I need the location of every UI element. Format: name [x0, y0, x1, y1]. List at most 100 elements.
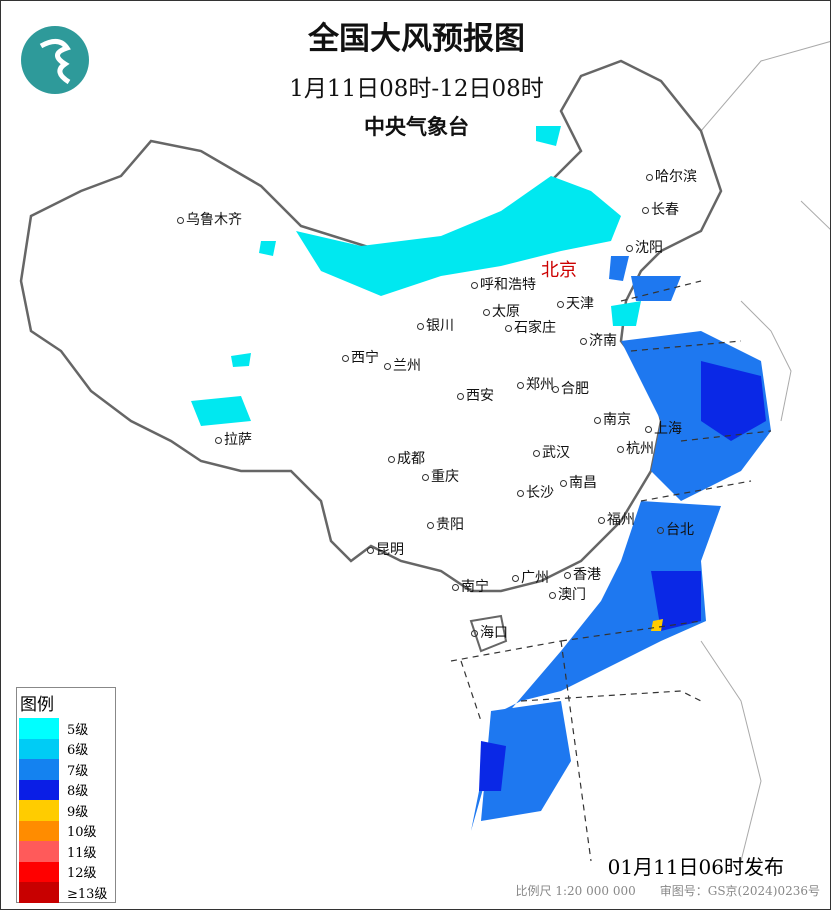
- legend-item: 6级: [17, 738, 115, 759]
- city-marker-icon: [215, 436, 222, 444]
- cma-logo: [21, 26, 89, 94]
- legend-label: 5级: [67, 722, 89, 738]
- legend-swatch: [19, 861, 59, 882]
- city-name: 杭州: [626, 441, 654, 457]
- legend-label: 11级: [67, 845, 97, 861]
- city-marker-icon: [549, 591, 556, 599]
- city-label: 台北: [657, 519, 694, 539]
- city-label: 南宁: [452, 576, 489, 596]
- city-label: 兰州: [384, 355, 421, 375]
- map-scale: 比例尺 1:20 000 000: [515, 884, 636, 898]
- city-label: 沈阳: [626, 237, 663, 257]
- city-label: 乌鲁木齐: [177, 209, 242, 229]
- legend-swatch: [19, 759, 59, 780]
- city-label: 南昌: [560, 472, 597, 492]
- city-marker-icon: [598, 516, 605, 524]
- city-label: 哈尔滨: [646, 166, 697, 186]
- city-label: 贵阳: [427, 514, 464, 534]
- city-marker-icon: [533, 449, 540, 457]
- legend-item: ≥13级: [17, 882, 115, 903]
- city-name: 呼和浩特: [480, 277, 536, 293]
- legend-swatch: [19, 779, 59, 800]
- city-label: 太原: [483, 301, 520, 321]
- city-name: 南宁: [461, 579, 489, 595]
- city-marker-icon: [177, 216, 184, 224]
- city-name: 台北: [666, 522, 694, 538]
- legend-swatch: [19, 882, 59, 903]
- legend-item: 5级: [17, 718, 115, 739]
- legend-item: 8级: [17, 779, 115, 800]
- city-name: 长沙: [526, 485, 554, 501]
- legend-swatch: [19, 841, 59, 862]
- city-name: 合肥: [561, 381, 589, 397]
- city-label: 西安: [457, 385, 494, 405]
- city-label: 上海: [645, 418, 682, 438]
- city-marker-icon: [512, 574, 519, 582]
- city-marker-icon: [646, 173, 653, 181]
- city-name: 哈尔滨: [655, 169, 697, 185]
- legend-swatch: [19, 738, 59, 759]
- city-name: 西安: [466, 388, 494, 404]
- city-label: 武汉: [533, 442, 570, 462]
- city-capital: 北京: [541, 260, 577, 281]
- city-marker-icon: [422, 473, 429, 481]
- legend-label: 7级: [67, 763, 89, 779]
- city-name: 西宁: [351, 350, 379, 366]
- legend-label: 12级: [67, 866, 97, 882]
- city-marker-icon: [471, 629, 478, 637]
- neighbor-coastlines: [700, 41, 830, 862]
- city-marker-icon: [457, 392, 464, 400]
- city-label: 南京: [594, 409, 631, 429]
- city-marker-icon: [645, 425, 652, 433]
- city-name: 海口: [480, 625, 508, 641]
- sea-area-boundaries: [450, 280, 772, 862]
- wind-area-level5: [191, 126, 641, 426]
- legend-label: 10级: [67, 825, 97, 841]
- city-label: 石家庄: [505, 317, 556, 337]
- city-name: 澳门: [558, 587, 586, 603]
- legend-label: 8级: [67, 784, 89, 800]
- city-label: 呼和浩特: [471, 274, 536, 294]
- city-name: 广州: [521, 570, 549, 586]
- legend-item: 7级: [17, 759, 115, 780]
- legend-item: 12级: [17, 861, 115, 882]
- issuing-agency: 中央气象台: [364, 114, 469, 139]
- city-name: 乌鲁木齐: [186, 212, 242, 228]
- city-label: 海口: [471, 622, 508, 642]
- city-label: 福州: [598, 509, 635, 529]
- city-marker-icon: [560, 479, 567, 487]
- legend: 图例 5级 6级 7级 8级 9级 10级 11级 12级 ≥13级: [16, 687, 116, 903]
- legend-item: 11级: [17, 841, 115, 862]
- city-name: 天津: [566, 296, 594, 312]
- city-marker-icon: [557, 300, 564, 308]
- city-name: 武汉: [542, 445, 570, 461]
- legend-item: 10级: [17, 820, 115, 841]
- legend-item: 9级: [17, 800, 115, 821]
- city-marker-icon: [517, 489, 524, 497]
- legend-swatch: [19, 820, 59, 841]
- city-label: 长春: [642, 199, 679, 219]
- city-name: 郑州: [526, 377, 554, 393]
- legend-label: ≥13级: [67, 886, 108, 902]
- issue-time: 01月11日06时发布: [607, 855, 784, 879]
- city-marker-icon: [617, 445, 624, 453]
- city-marker-icon: [427, 521, 434, 529]
- city-marker-icon: [594, 416, 601, 424]
- city-label: 香港: [564, 564, 601, 584]
- city-marker-icon: [452, 583, 459, 591]
- city-marker-icon: [626, 244, 633, 252]
- city-label: 郑州: [517, 374, 554, 394]
- city-marker-icon: [564, 571, 571, 579]
- city-label: 济南: [580, 330, 617, 350]
- city-name: 沈阳: [635, 240, 663, 256]
- city-name: 太原: [492, 304, 520, 320]
- city-name: 南昌: [569, 475, 597, 491]
- city-label: 天津: [557, 293, 594, 313]
- city-marker-icon: [342, 354, 349, 362]
- city-label: 澳门: [549, 584, 586, 604]
- legend-swatch: [19, 800, 59, 821]
- city-label: 长沙: [517, 482, 554, 502]
- map-approval-number: 审图号：GS京(2024)0236号: [659, 884, 820, 898]
- city-marker-icon: [483, 308, 490, 316]
